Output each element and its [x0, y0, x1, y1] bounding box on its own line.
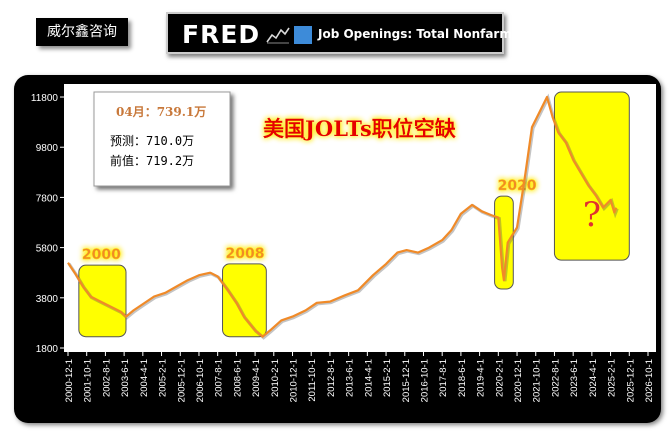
x-tick-label: 2015-12-1: [401, 359, 412, 402]
x-tick-label: 2007-8-1: [214, 359, 225, 397]
highlight-label: ?: [583, 195, 601, 235]
x-tick-label: 2016-10-1: [419, 359, 430, 402]
x-tick-label: 2005-12-1: [176, 359, 187, 402]
info-box: [93, 91, 231, 187]
x-tick-label: 2002-8-1: [101, 359, 112, 397]
x-tick-label: 2022-8-1: [550, 359, 561, 397]
x-tick-label: 2024-4-1: [588, 359, 599, 397]
x-axis: 2000-12-1 2001-10-1 2002-8-1 2003-6-1 2004-4…: [64, 352, 655, 402]
x-tick-label: 2001-10-1: [83, 359, 94, 402]
highlight-box: [78, 264, 127, 338]
x-tick-label: 2014-4-1: [363, 359, 374, 397]
info-latest: 04月：739.1万: [116, 105, 206, 119]
highlight-box: [553, 91, 630, 261]
x-tick-label: 2005-2-1: [158, 359, 169, 397]
x-tick-label: 2012-8-1: [326, 359, 337, 397]
series-color-icon: [294, 26, 312, 44]
info-forecast: 预测：710.0万: [110, 134, 194, 148]
x-tick-label: 2023-6-1: [569, 359, 580, 397]
fred-logo: FRED: [182, 20, 261, 49]
y-tick-label: 5800: [36, 244, 59, 255]
x-tick-label: 2003-6-1: [120, 359, 131, 397]
y-axis: 1800 3800 5800 7800 9800 11800: [31, 93, 64, 355]
x-tick-label: 2011-10-1: [307, 359, 318, 402]
x-tick-label: 2019-4-1: [476, 359, 487, 397]
y-tick-label: 7800: [36, 193, 59, 204]
x-tick-label: 2020-2-1: [494, 359, 505, 397]
x-tick-label: 2010-12-1: [289, 359, 300, 402]
x-tick-label: 2010-2-1: [270, 359, 281, 397]
x-tick-label: 2025-12-1: [625, 359, 636, 402]
y-tick-label: 1800: [36, 344, 59, 355]
y-tick-label: 3800: [36, 294, 59, 305]
info-previous: 前值：719.2万: [110, 153, 194, 168]
highlight-group: 2000 2008 2020?: [78, 91, 630, 338]
y-tick-label: 11800: [31, 93, 59, 104]
brand-tag: 威尔鑫咨询: [36, 18, 128, 46]
y-tick-label: 9800: [36, 143, 59, 154]
x-tick-label: 2021-10-1: [532, 359, 543, 402]
x-tick-label: 2004-4-1: [139, 359, 150, 397]
x-tick-label: 2009-4-1: [251, 359, 262, 397]
highlight-label: 2020: [498, 178, 537, 194]
x-tick-label: 2020-12-1: [513, 359, 524, 402]
x-tick-label: 2008-6-1: [232, 359, 243, 397]
x-tick-label: 2018-6-1: [457, 359, 468, 397]
x-tick-label: 2025-2-1: [607, 359, 618, 397]
series-group: [67, 93, 619, 340]
fred-series-title: Job Openings: Total Nonfarm: [318, 27, 512, 41]
x-tick-label: 2026-10-1: [644, 359, 655, 402]
highlight-label: 2008: [226, 246, 265, 262]
x-tick-label: 2013-6-1: [345, 359, 356, 397]
highlight-box: [222, 263, 267, 338]
x-tick-label: 2015-2-1: [382, 359, 393, 397]
fred-header: FRED Job Openings: Total Nonfarm: [166, 12, 512, 54]
x-tick-label: 2000-12-1: [64, 359, 75, 402]
series-line: [67, 95, 618, 338]
x-tick-label: 2017-8-1: [438, 359, 449, 397]
line-chart-icon: [266, 26, 290, 44]
chart-title: 美国JOLTs职位空缺: [263, 116, 457, 141]
x-tick-label: 2006-10-1: [195, 359, 206, 402]
highlight-label: 2000: [82, 247, 121, 263]
